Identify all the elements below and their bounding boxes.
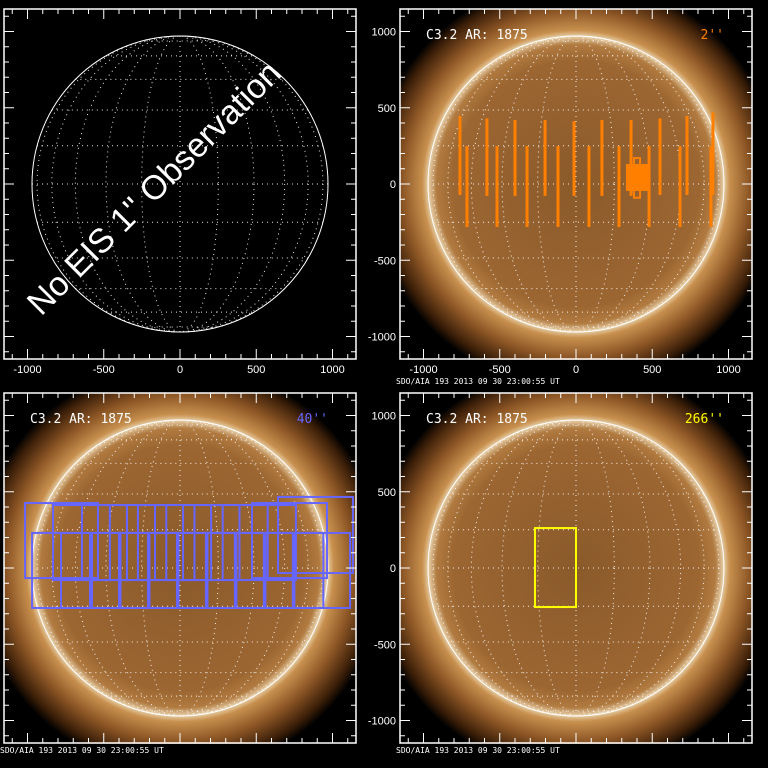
longitude-line xyxy=(74,35,286,333)
image-timestamp: SDO/AIA 193 2013 09 30 23:00:55 UT xyxy=(396,746,560,755)
y-tick-label: 1000 xyxy=(372,27,396,39)
longitude-line xyxy=(51,419,309,717)
eis-raster-box xyxy=(533,527,577,609)
eis-slit xyxy=(572,121,576,196)
eis-slit xyxy=(485,118,489,196)
eis-slit xyxy=(658,118,662,195)
x-tick-label: 500 xyxy=(247,364,265,376)
y-tick-label: -1000 xyxy=(368,716,396,728)
eis-raster-box xyxy=(221,504,297,582)
eis-slit xyxy=(543,119,547,196)
eis-slit xyxy=(685,115,689,195)
y-tick-label: 500 xyxy=(378,103,396,115)
longitude-line xyxy=(537,419,615,717)
x-tick-label: -500 xyxy=(489,364,511,376)
no-observation-message: No EIS 1'' Observation xyxy=(20,54,289,323)
longitude-line xyxy=(537,35,615,333)
image-timestamp: SDO/AIA 193 2013 09 30 23:00:55 UT xyxy=(0,746,164,755)
eis-raster-box xyxy=(291,531,352,609)
longitude-line xyxy=(141,419,219,717)
panel-eis-2: -1000 -1000 -500 -500 0 0 500 500 1000 1000 C3.2 A… xyxy=(368,8,753,386)
eis-box xyxy=(625,163,649,191)
sun-image xyxy=(4,393,356,744)
longitude-line xyxy=(501,419,651,717)
longitude-line xyxy=(141,35,219,333)
eis-slit xyxy=(678,146,682,228)
eis-slit xyxy=(556,146,560,228)
y-tick-label: 0 xyxy=(390,563,396,575)
eis-slit xyxy=(525,146,529,228)
heliographic-grid xyxy=(428,419,724,717)
longitude-line xyxy=(447,419,705,717)
longitude-line xyxy=(105,35,255,333)
longitude-line xyxy=(470,419,682,717)
panel-content xyxy=(400,393,752,744)
panel-content xyxy=(4,393,356,744)
panel-title: C3.2 AR: 1875 xyxy=(426,412,528,427)
panel-eis-40: C3.2 AR: 1875 40'' SDO/AIA 193 2013 09 30 … xyxy=(0,392,357,755)
heliographic-grid xyxy=(32,35,328,333)
panel-content xyxy=(31,35,329,333)
x-tick-label: 0 xyxy=(177,364,183,376)
panel-title: C3.2 AR: 1875 xyxy=(30,412,132,427)
y-tick-label: -1000 xyxy=(368,332,396,344)
y-tick-label: 500 xyxy=(378,487,396,499)
longitude-line xyxy=(51,35,309,333)
x-tick-label: 1000 xyxy=(320,364,344,376)
panel-no-eis: -1000 -500 0 500 1000 No EIS 1'' Observation xyxy=(3,8,357,376)
eis-slit xyxy=(495,146,499,228)
y-tick-label: -500 xyxy=(374,639,396,651)
slit-width-label: 40'' xyxy=(297,412,328,427)
sun-image xyxy=(400,9,752,360)
x-tick-label: 0 xyxy=(573,364,579,376)
eis-raster-box xyxy=(277,495,354,575)
eis-slit xyxy=(513,119,517,196)
eis-slit xyxy=(711,112,715,195)
eis-slit xyxy=(465,146,469,228)
x-tick-label: -1000 xyxy=(13,364,41,376)
x-tick-label: -500 xyxy=(93,364,115,376)
eis-box xyxy=(632,157,642,199)
eis-slit xyxy=(600,119,604,196)
slit-width-label: 2'' xyxy=(701,28,724,43)
eis-slit xyxy=(629,119,633,196)
panel-content xyxy=(400,9,752,360)
y-tick-label: 0 xyxy=(390,179,396,191)
panel-title: C3.2 AR: 1875 xyxy=(426,28,528,43)
y-tick-label: -500 xyxy=(374,255,396,267)
longitude-line xyxy=(74,419,286,717)
x-tick-label: 500 xyxy=(643,364,661,376)
x-tick-label: -1000 xyxy=(409,364,437,376)
longitude-line xyxy=(447,35,705,333)
eis-raster-box xyxy=(250,502,329,580)
eis-slit xyxy=(587,146,591,228)
eis-slit xyxy=(458,115,462,195)
eis-slit xyxy=(709,146,713,228)
slit-width-label: 266'' xyxy=(685,412,724,427)
eis-slit xyxy=(617,146,621,228)
longitude-line xyxy=(105,419,255,717)
x-tick-label: 1000 xyxy=(716,364,740,376)
eis-slit xyxy=(647,146,651,228)
y-tick-label: 1000 xyxy=(372,411,396,423)
image-timestamp: SDO/AIA 193 2013 09 30 23:00:55 UT xyxy=(396,377,560,386)
panel-eis-266: -1000 -500 0 500 1000 C3.2 AR: 1875 266'' SDO/A… xyxy=(368,392,753,755)
